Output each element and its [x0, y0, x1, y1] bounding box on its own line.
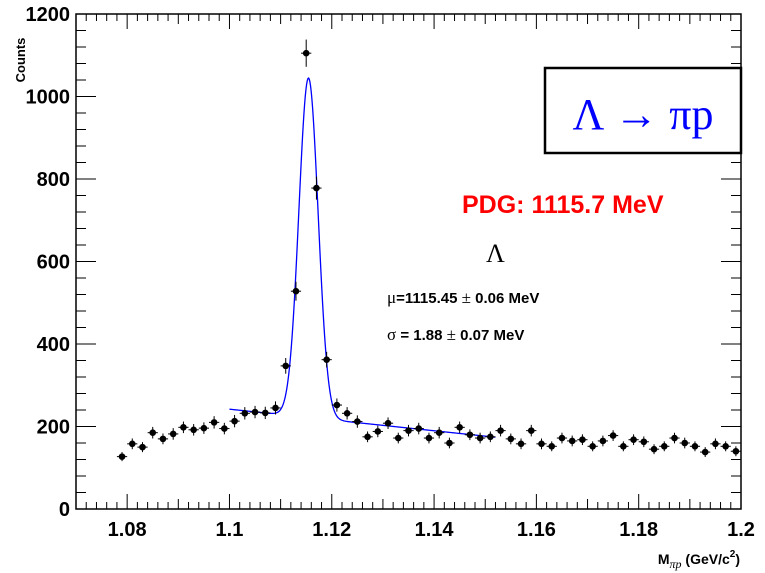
data-point [231, 417, 238, 425]
data-point [681, 439, 689, 447]
x-tick-label: 1.2 [727, 519, 755, 541]
y-tick-label: 0 [59, 499, 70, 521]
data-point [221, 425, 228, 432]
data-point [446, 439, 453, 447]
x-tick-labels: 1.08 1.1 1.12 1.14 1.16 1.18 1.2 [108, 519, 755, 541]
data-point [343, 410, 351, 417]
fit-curve [229, 77, 496, 438]
y-tick-label: 1200 [26, 4, 71, 26]
data-point [568, 437, 576, 445]
y-tick-label: 1000 [26, 87, 71, 109]
data-point [435, 429, 443, 436]
data-point [599, 437, 607, 445]
data-point [691, 443, 699, 450]
x-tick-label: 1.16 [517, 519, 556, 541]
data-point [466, 431, 474, 439]
data-point [394, 434, 402, 442]
data-point [149, 429, 157, 436]
data-point [292, 287, 300, 295]
data-point [323, 356, 330, 363]
mu-fit-result: μ=1115.45 ± 0.06 MeV [387, 288, 539, 307]
data-point [640, 438, 648, 446]
data-point [374, 428, 382, 435]
pdg-annotation: PDG: 1115.7 MeV [462, 191, 664, 219]
data-point [159, 435, 167, 443]
data-point [487, 433, 494, 441]
data-point [497, 427, 504, 434]
data-point [302, 49, 310, 57]
data-point [538, 440, 545, 448]
data-point [405, 427, 412, 434]
data-point [251, 408, 259, 416]
data-point [333, 401, 341, 409]
data-point [507, 435, 515, 443]
reaction-label: Λ → πp [573, 90, 714, 139]
sigma-fit-result: σ = 1.88 ± 0.07 MeV [387, 325, 524, 344]
data-point [660, 443, 668, 450]
y-tick-labels: 0 200 400 600 800 1000 1200 [26, 4, 71, 521]
x-tick-label: 1.12 [312, 519, 351, 541]
reaction-box [543, 66, 743, 155]
data-point [722, 443, 729, 450]
y-axis-title: Counts [13, 38, 28, 83]
data-point [384, 419, 392, 427]
data-point [527, 427, 535, 434]
x-axis-title: Mπp (GeV/c2) [658, 549, 740, 571]
data-point [169, 430, 177, 438]
data-point [712, 440, 719, 448]
axis-ticks [75, 13, 742, 510]
data-point [354, 418, 361, 425]
data-point [476, 434, 484, 442]
data-point [609, 432, 617, 439]
data-point [732, 447, 740, 455]
data-point [128, 440, 136, 448]
y-tick-label: 800 [37, 169, 70, 191]
data-points-group [116, 39, 741, 462]
data-point [139, 443, 146, 451]
data-point [313, 184, 320, 192]
data-point [180, 424, 187, 431]
data-point [241, 410, 249, 417]
data-point [200, 424, 208, 432]
x-tick-label: 1.08 [108, 519, 147, 541]
data-point [272, 404, 279, 412]
fit-curve-group [229, 77, 496, 438]
data-point [517, 440, 525, 448]
y-tick-label: 400 [37, 334, 70, 356]
data-point [210, 419, 218, 426]
data-point [630, 436, 637, 444]
data-point [425, 434, 433, 442]
data-point [650, 445, 658, 453]
data-point [558, 434, 566, 442]
data-point [701, 448, 709, 456]
data-point [364, 433, 371, 441]
x-tick-label: 1.14 [415, 519, 455, 541]
data-point [589, 443, 596, 450]
data-point [261, 409, 269, 417]
data-point [620, 443, 627, 450]
data-point [548, 443, 556, 450]
data-point [282, 362, 290, 370]
x-tick-label: 1.18 [619, 519, 658, 541]
y-tick-label: 200 [37, 417, 70, 439]
y-tick-label: 600 [37, 252, 70, 274]
lambda-label: Λ [486, 239, 505, 268]
data-point [118, 453, 126, 460]
data-point [456, 424, 463, 431]
data-point [671, 434, 678, 442]
data-point [579, 436, 586, 444]
data-point [415, 425, 423, 432]
x-tick-label: 1.1 [216, 519, 244, 541]
data-point [190, 426, 197, 434]
